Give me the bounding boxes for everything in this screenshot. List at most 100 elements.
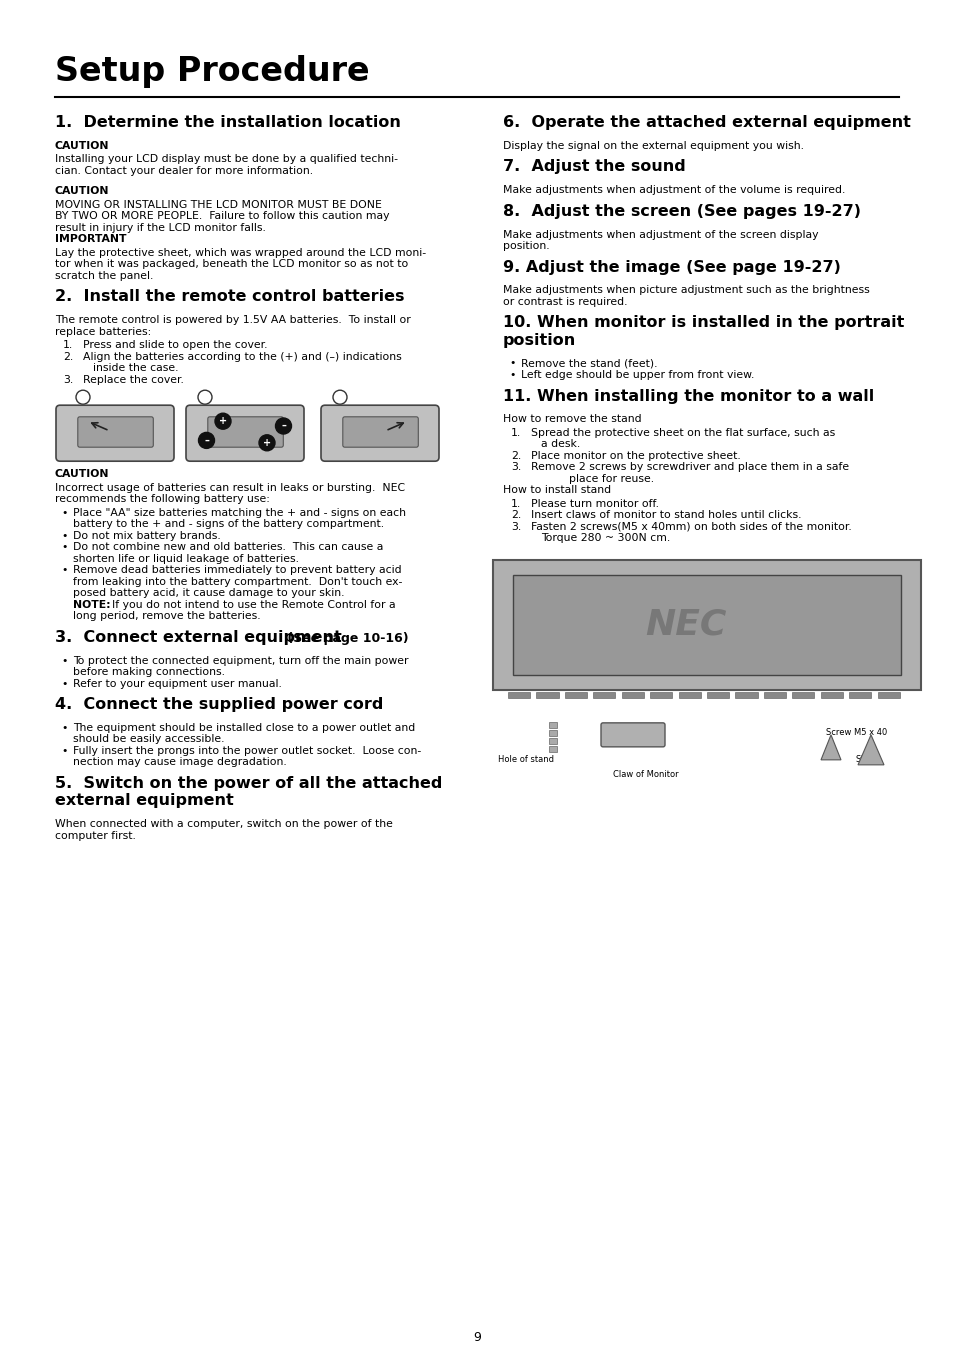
Text: •: • [61, 746, 68, 757]
Text: 7.  Adjust the sound: 7. Adjust the sound [502, 159, 685, 174]
Text: NOTE:: NOTE: [73, 600, 111, 609]
Text: Remove dead batteries immediately to prevent battery acid: Remove dead batteries immediately to pre… [73, 565, 401, 576]
Text: •: • [509, 358, 515, 369]
Text: 3.: 3. [511, 521, 520, 532]
Text: Replace the cover.: Replace the cover. [83, 374, 184, 385]
Text: –: – [204, 435, 209, 446]
FancyBboxPatch shape [600, 723, 664, 747]
Circle shape [214, 413, 231, 430]
Text: Spread the protective sheet on the flat surface, such as: Spread the protective sheet on the flat … [531, 428, 835, 438]
Text: position.: position. [502, 240, 549, 251]
Text: 2.: 2. [511, 511, 520, 520]
Text: computer first.: computer first. [55, 831, 135, 840]
Text: before making connections.: before making connections. [73, 667, 225, 677]
Text: MOVING OR INSTALLING THE LCD MONITOR MUST BE DONE: MOVING OR INSTALLING THE LCD MONITOR MUS… [55, 200, 381, 209]
Bar [678, 692, 700, 698]
Text: NEC: NEC [644, 608, 725, 642]
Text: Do not combine new and old batteries.  This can cause a: Do not combine new and old batteries. Th… [73, 542, 383, 553]
Text: •: • [61, 508, 68, 517]
Bar [735, 692, 757, 698]
Text: •: • [61, 531, 68, 540]
Text: –: – [281, 422, 286, 431]
Bar [548, 746, 557, 753]
Bar [548, 730, 557, 736]
Polygon shape [821, 735, 841, 759]
Text: 9. Adjust the image (See page 19-27): 9. Adjust the image (See page 19-27) [502, 259, 840, 274]
Text: BY TWO OR MORE PEOPLE.  Failure to follow this caution may: BY TWO OR MORE PEOPLE. Failure to follow… [55, 211, 389, 222]
Text: How to remove the stand: How to remove the stand [502, 415, 641, 424]
Text: Please turn monitor off.: Please turn monitor off. [531, 499, 659, 509]
Text: Align the batteries according to the (+) and (–) indications: Align the batteries according to the (+)… [83, 351, 401, 362]
Text: •: • [509, 370, 515, 380]
Bar [877, 692, 899, 698]
Text: place for reuse.: place for reuse. [540, 474, 654, 484]
Text: When connected with a computer, switch on the power of the: When connected with a computer, switch o… [55, 819, 393, 830]
Bar [593, 692, 615, 698]
FancyBboxPatch shape [186, 405, 304, 461]
Text: battery to the + and - signs of the battery compartment.: battery to the + and - signs of the batt… [73, 519, 384, 530]
Text: To protect the connected equipment, turn off the main power: To protect the connected equipment, turn… [73, 655, 408, 666]
Text: Torque 280 ~ 300N cm.: Torque 280 ~ 300N cm. [540, 534, 670, 543]
Text: 8.  Adjust the screen (See pages 19-27): 8. Adjust the screen (See pages 19-27) [502, 204, 861, 219]
Text: tor when it was packaged, beneath the LCD monitor so as not to: tor when it was packaged, beneath the LC… [55, 259, 408, 269]
Text: a desk.: a desk. [540, 439, 579, 450]
Text: The remote control is powered by 1.5V AA batteries.  To install or: The remote control is powered by 1.5V AA… [55, 315, 411, 326]
Text: or contrast is required.: or contrast is required. [502, 297, 627, 307]
Text: +: + [263, 438, 271, 447]
Text: nection may cause image degradation.: nection may cause image degradation. [73, 758, 287, 767]
Bar [649, 692, 672, 698]
Text: long period, remove the batteries.: long period, remove the batteries. [73, 611, 260, 621]
Circle shape [258, 435, 274, 451]
Bar [493, 559, 920, 690]
Text: •: • [61, 655, 68, 666]
Bar [763, 692, 785, 698]
Text: Make adjustments when adjustment of the screen display: Make adjustments when adjustment of the … [502, 230, 818, 239]
Text: IMPORTANT: IMPORTANT [55, 234, 127, 245]
Text: Fasten 2 screws(M5 x 40mm) on both sides of the monitor.: Fasten 2 screws(M5 x 40mm) on both sides… [531, 521, 851, 532]
Text: (See page 10-16): (See page 10-16) [283, 632, 408, 644]
Text: Press and slide to open the cover.: Press and slide to open the cover. [83, 340, 267, 350]
Text: result in injury if the LCD monitor falls.: result in injury if the LCD monitor fall… [55, 223, 266, 232]
Text: •: • [61, 542, 68, 553]
Text: 1.: 1. [63, 340, 73, 350]
Text: Refer to your equipment user manual.: Refer to your equipment user manual. [73, 678, 281, 689]
Polygon shape [857, 735, 883, 765]
Text: position: position [502, 332, 576, 347]
Text: 3.  Connect external equipment: 3. Connect external equipment [55, 630, 341, 644]
FancyBboxPatch shape [56, 405, 173, 461]
Text: posed battery acid, it cause damage to your skin.: posed battery acid, it cause damage to y… [73, 588, 344, 598]
Text: 9: 9 [473, 1331, 480, 1344]
Text: external equipment: external equipment [55, 793, 233, 808]
Text: 5.  Switch on the power of all the attached: 5. Switch on the power of all the attach… [55, 775, 442, 790]
Bar [536, 692, 558, 698]
Bar [548, 738, 557, 744]
FancyBboxPatch shape [208, 417, 283, 447]
Circle shape [198, 432, 214, 449]
Text: Make adjustments when adjustment of the volume is required.: Make adjustments when adjustment of the … [502, 185, 844, 195]
Text: Left edge should be upper from front view.: Left edge should be upper from front vie… [520, 370, 754, 380]
Text: +: + [218, 416, 227, 426]
Text: 10. When monitor is installed in the portrait: 10. When monitor is installed in the por… [502, 315, 903, 331]
Text: 1.: 1. [511, 428, 520, 438]
Text: 1.  Determine the installation location: 1. Determine the installation location [55, 115, 400, 130]
Text: Incorrect usage of batteries can result in leaks or bursting.  NEC: Incorrect usage of batteries can result … [55, 482, 405, 493]
Bar [820, 692, 841, 698]
FancyBboxPatch shape [78, 417, 153, 447]
Text: CAUTION: CAUTION [55, 186, 110, 196]
Text: CAUTION: CAUTION [55, 141, 110, 151]
Text: Display the signal on the external equipment you wish.: Display the signal on the external equip… [502, 141, 803, 151]
Text: 2.: 2. [511, 451, 520, 461]
Bar [791, 692, 814, 698]
Text: Place "AA" size batteries matching the + and - signs on each: Place "AA" size batteries matching the +… [73, 508, 406, 517]
Text: •: • [61, 565, 68, 576]
Text: 3.: 3. [511, 462, 520, 473]
Circle shape [275, 417, 292, 434]
Text: 4.  Connect the supplied power cord: 4. Connect the supplied power cord [55, 697, 383, 712]
Text: Insert claws of monitor to stand holes until clicks.: Insert claws of monitor to stand holes u… [531, 511, 801, 520]
Text: Remove the stand (feet).: Remove the stand (feet). [520, 358, 657, 369]
Bar [848, 692, 870, 698]
Text: 2.: 2. [63, 351, 73, 362]
FancyBboxPatch shape [320, 405, 438, 461]
Bar [706, 692, 728, 698]
Bar [564, 692, 586, 698]
